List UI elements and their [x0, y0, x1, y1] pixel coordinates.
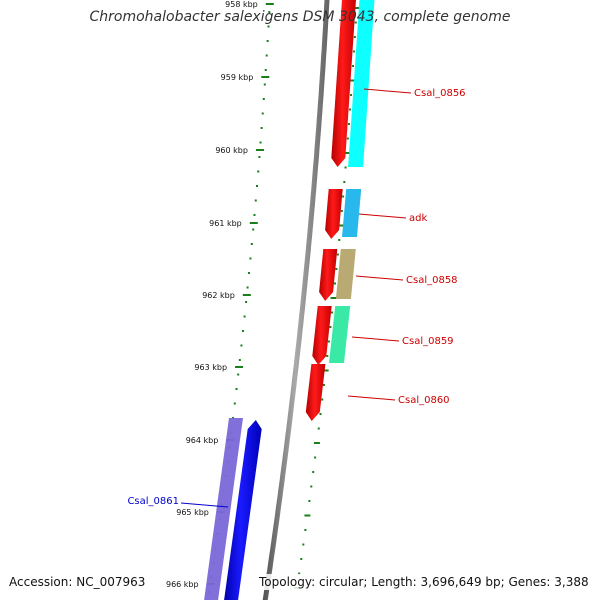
gene-arrow-csal_0856[interactable]: [331, 0, 356, 167]
gene-arrow-csal_0859[interactable]: [312, 306, 332, 365]
ruler-tick-label: 964 kbp: [186, 436, 219, 445]
gene-label-adk[interactable]: adk: [409, 213, 427, 224]
ruler-tick-label: 965 kbp: [176, 508, 209, 517]
label-leader-line: [355, 275, 404, 281]
label-leader-line: [351, 336, 400, 342]
genome-title: Chromohalobacter salexigens DSM 3043, co…: [89, 9, 511, 25]
gene-track: [223, 0, 356, 604]
gene-label-csal_0861[interactable]: Csal_0861: [127, 496, 179, 507]
gene-label-csal_0856[interactable]: Csal_0856: [414, 88, 466, 99]
cog-band-adk[interactable]: [342, 189, 362, 237]
ruler-tick-label: 958 kbp: [225, 0, 258, 9]
ruler-tick-label: 966 kbp: [166, 580, 199, 589]
ruler-tick-label: 963 kbp: [194, 363, 227, 372]
genome-summary-text: Topology: circular; Length: 3,696,649 bp…: [257, 574, 591, 590]
cog-band-csal_0861[interactable]: [203, 418, 243, 604]
label-leader-line: [347, 395, 396, 401]
gene-label-csal_0858[interactable]: Csal_0858: [406, 275, 458, 286]
gene-label-csal_0860[interactable]: Csal_0860: [398, 395, 450, 406]
gene-label-csal_0859[interactable]: Csal_0859: [402, 336, 454, 347]
cog-band-csal_0858[interactable]: [335, 249, 356, 299]
cog-band-csal_0859[interactable]: [329, 306, 351, 363]
ruler-tick-label: 961 kbp: [209, 219, 242, 228]
gene-arrow-adk[interactable]: [325, 189, 343, 239]
gene-arrow-csal_0860[interactable]: [305, 364, 326, 421]
accession-text: Accession: NC_007963: [7, 574, 148, 590]
ruler-tick-label: 959 kbp: [221, 73, 254, 82]
cog-track: [203, 0, 375, 604]
gene-arrow-csal_0861[interactable]: [223, 420, 262, 604]
cog-band-csal_0856[interactable]: [348, 0, 375, 167]
label-leader-line: [363, 88, 412, 94]
ruler-tick-label: 960 kbp: [215, 146, 248, 155]
label-leader-line: [180, 502, 229, 508]
kbp-ruler: 958 kbp 959 kbp 960 kbp 961 kbp 962 kbp 963 k…: [166, 0, 360, 593]
label-leader-line: [358, 213, 407, 219]
ruler-tick-label: 962 kbp: [202, 291, 235, 300]
backbone-line: [262, 0, 330, 604]
gene-arrow-csal_0858[interactable]: [319, 249, 338, 301]
genome-backbone: [262, 0, 330, 604]
